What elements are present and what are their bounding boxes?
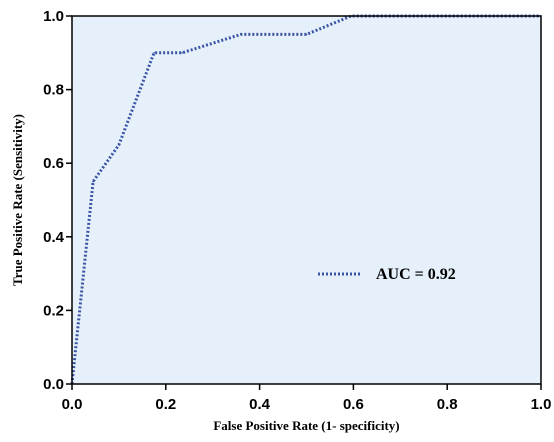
y-axis-title: True Positive Rate (Sensitivity) — [10, 114, 25, 286]
legend: AUC = 0.92 — [318, 266, 456, 283]
roc-curve-point — [153, 52, 155, 54]
y-tick-label: 0.0 — [43, 376, 64, 393]
plot-frame — [71, 15, 542, 385]
roc-curve-point — [181, 52, 184, 54]
y-tick-label: 0.2 — [43, 302, 64, 319]
y-tick-label: 0.8 — [43, 82, 64, 99]
roc-curve-point — [240, 33, 242, 36]
roc-curve-point — [92, 180, 94, 183]
legend-label: AUC = 0.92 — [376, 266, 456, 283]
x-tick-label: 0.0 — [62, 396, 83, 413]
y-tick-label: 1.0 — [43, 8, 64, 25]
x-tick-label: 0.8 — [437, 396, 458, 413]
plot-area — [72, 16, 541, 384]
y-tick-label: 0.4 — [43, 229, 65, 246]
x-tick-label: 1.0 — [531, 396, 552, 413]
y-tick-label: 0.6 — [43, 155, 64, 172]
roc-curve-point — [305, 33, 308, 36]
x-tick-label: 0.4 — [249, 396, 271, 413]
axis-layer: 0.0 0.2 0.4 0.6 0.8 1.0 0.0 0.2 0.4 0.6 0.8 1.0 — [43, 8, 551, 413]
x-axis-title: False Positive Rate (1- specificity) — [213, 418, 399, 433]
x-tick-label: 0.6 — [343, 396, 364, 413]
x-tick-label: 0.2 — [155, 396, 176, 413]
roc-curve-point — [118, 144, 120, 146]
